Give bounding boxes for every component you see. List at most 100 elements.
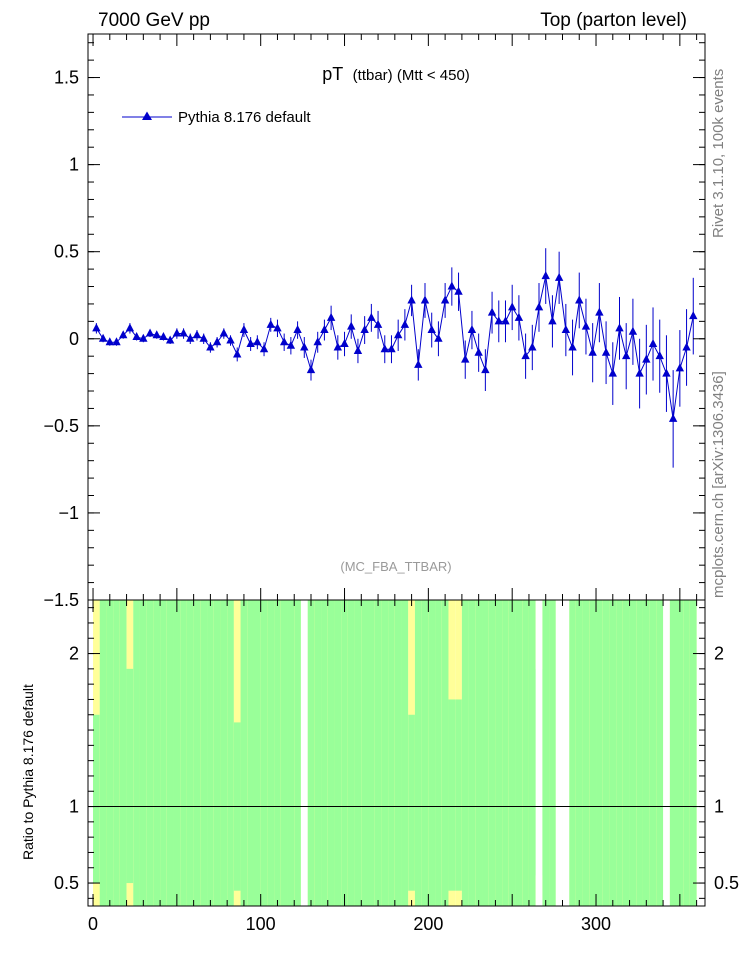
ratio-band-inner [367, 600, 375, 906]
data-point [380, 344, 389, 353]
ratio-y-tick-label: 2 [69, 644, 79, 664]
data-point [159, 332, 168, 341]
data-point [581, 321, 591, 330]
data-point [199, 333, 208, 342]
y-tick-label: 0 [69, 329, 79, 349]
data-point [300, 342, 309, 351]
data-point [266, 319, 275, 328]
ratio-band-inner [589, 600, 597, 906]
ratio-band-inner [602, 600, 610, 906]
rivet-version-label: Rivet 3.1.10, 100k events [710, 69, 727, 238]
ratio-band-inner [622, 600, 630, 906]
y-tick-label: 1 [69, 155, 79, 175]
ratio-band-inner [435, 600, 442, 906]
ratio-band-inner [428, 600, 436, 906]
ratio-band-inner [193, 600, 201, 906]
data-point [534, 302, 544, 311]
ratio-band-inner [669, 600, 677, 906]
data-point [152, 330, 161, 339]
ratio-band-inner [656, 600, 664, 906]
data-point [635, 368, 644, 377]
data-point [528, 342, 537, 351]
x-tick-label: 300 [581, 914, 611, 934]
data-point [689, 311, 698, 320]
ratio-band-inner [341, 600, 348, 906]
data-point [132, 332, 141, 341]
ratio-band-inner [475, 600, 483, 906]
header-process-label: Top (parton level) [540, 10, 687, 31]
ratio-band-inner [421, 600, 429, 906]
data-point [367, 312, 376, 321]
ratio-band-gap [535, 600, 543, 906]
ratio-band-inner [347, 600, 355, 906]
data-point [293, 325, 302, 334]
data-point [400, 319, 410, 328]
data-point [648, 338, 658, 347]
ratio-band-inner [240, 600, 248, 906]
ratio-band-inner [616, 600, 623, 906]
ratio-band-inner [146, 600, 154, 906]
data-point [494, 316, 503, 325]
ratio-band-inner [394, 600, 402, 906]
data-point [373, 319, 383, 328]
ratio-band-inner [689, 600, 697, 906]
data-point [615, 323, 624, 332]
data-point [420, 295, 430, 304]
data-point [642, 354, 651, 363]
y-tick-label: 0.5 [54, 242, 79, 262]
ratio-band-inner [549, 600, 556, 906]
data-point [313, 337, 322, 346]
ratio-band-inner [213, 600, 221, 906]
data-point [233, 349, 242, 358]
data-point [561, 325, 571, 334]
data-point [186, 333, 195, 342]
ratio-band-inner [502, 600, 509, 906]
ratio-band-gap [562, 600, 570, 906]
data-point [588, 347, 597, 356]
ratio-band-inner [649, 600, 657, 906]
plot-title: pT (ttbar) (Mtt < 450) [322, 64, 470, 84]
data-point [595, 307, 604, 316]
ratio-band-inner [334, 600, 342, 906]
y-tick-label: 1.5 [54, 68, 79, 88]
ratio-band-inner [582, 600, 590, 906]
y-tick-label: −1.5 [43, 590, 79, 610]
data-point [112, 337, 121, 346]
ratio-band-inner [113, 600, 120, 906]
ratio-band-inner [119, 600, 127, 906]
ratio-band-inner [106, 600, 114, 906]
ratio-band-inner [200, 600, 208, 906]
main-panel: 1.5 1 0.5 0 −0.5 −1 −1.5 pT (ttbar) (Mtt < 450… [43, 33, 706, 610]
ratio-band-inner [676, 600, 684, 906]
ratio-band-inner [220, 600, 228, 906]
data-point [279, 337, 289, 346]
data-point [212, 337, 222, 346]
data-point [501, 316, 510, 325]
data-point [414, 359, 423, 368]
ratio-y-axis-label: Ratio to Pythia 8.176 default [20, 684, 36, 860]
ratio-band-inner [133, 600, 140, 906]
data-point [393, 330, 403, 339]
ratio-band-inner [636, 600, 643, 906]
data-point [246, 338, 255, 347]
ratio-band-inner [609, 600, 617, 906]
data-point [474, 347, 483, 356]
ratio-band-inner [629, 600, 637, 906]
data-point [481, 365, 490, 374]
data-point [461, 354, 470, 363]
data-point [347, 321, 356, 330]
header-energy-label: 7000 GeV pp [98, 10, 210, 31]
data-point [105, 337, 114, 346]
ratio-band-inner [280, 600, 288, 906]
ratio-band-inner [173, 600, 181, 906]
ratio-band-inner [126, 668, 134, 884]
ratio-band-gap [555, 600, 563, 906]
ratio-band-inner [374, 600, 382, 906]
ratio-band-inner [455, 699, 462, 891]
data-point [253, 337, 262, 346]
ratio-band-gap [663, 600, 670, 906]
data-point [575, 295, 584, 304]
ratio-band-inner [569, 600, 576, 906]
ratio-frame [87, 599, 706, 907]
ratio-band-inner [528, 600, 536, 906]
